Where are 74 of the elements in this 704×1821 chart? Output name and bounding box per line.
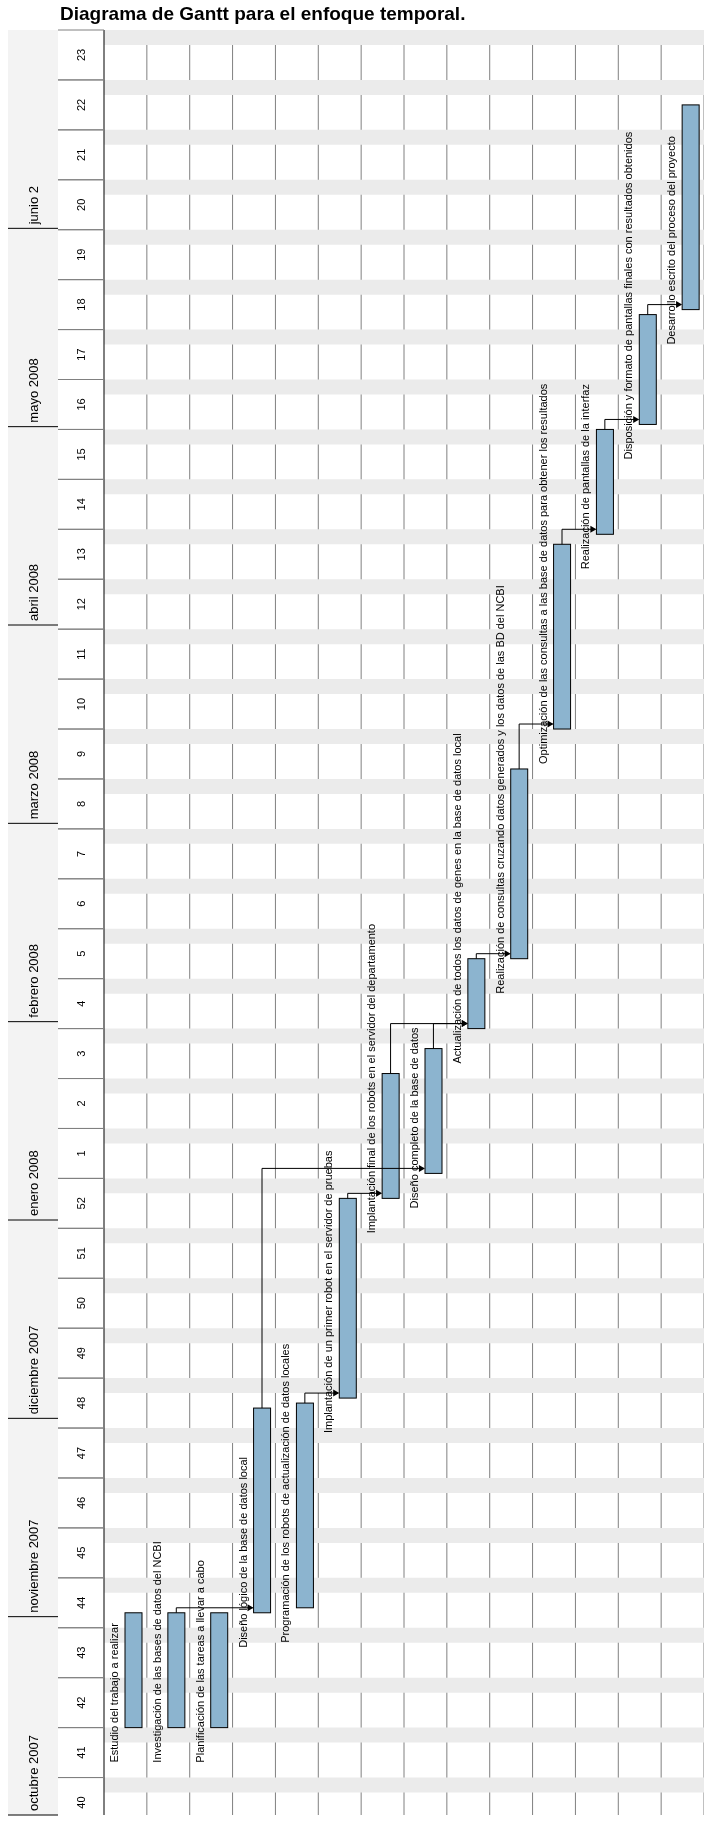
y-tick-label: 41: [75, 1746, 87, 1759]
y2-tick-label: 20: [75, 198, 87, 211]
x-tick-label: Realización de pantallas de la interfaz: [579, 384, 592, 570]
y-tick-label: 51: [75, 1247, 87, 1260]
y-tick-label: 43: [75, 1646, 87, 1659]
bar: [510, 768, 529, 960]
text: junio 2: [26, 186, 41, 226]
y2-tick-label: 8: [75, 800, 87, 807]
x-tick-label: Optimización de las consultas a las base de datos para obtener los resultados: [536, 383, 549, 765]
y-tick-label: 40: [75, 1796, 87, 1809]
bar: [424, 1048, 443, 1174]
x-tick-label: Realización de consultas cruzando datos generados y los datos de las BD del NCBI: [493, 585, 506, 994]
text: diciembre 2007: [26, 1325, 41, 1415]
x-tick-label: Diseño lógico de la base de datos local: [236, 1456, 249, 1648]
y2-tick-label: 2: [75, 1100, 87, 1107]
y-tick-label: 44: [75, 1596, 87, 1609]
y-tick-label: 50: [75, 1297, 87, 1310]
x-tick-label: Investigación de las bases de datos del NCBI: [150, 1541, 163, 1763]
x-tick-label: Disposición y formato de pantallas finales con resultados obtenidos: [622, 131, 635, 460]
y-tick-label: 48: [75, 1396, 87, 1410]
y-tick-label: 42: [75, 1696, 87, 1709]
x-tick-label: Implantación de un primer robot en el servidor de pruebas: [322, 1150, 335, 1434]
y2-tick-label: 12: [75, 598, 87, 611]
bar: [553, 543, 572, 730]
y2-tick-label: 22: [75, 98, 87, 112]
y2-tick-label: 3: [75, 1050, 87, 1057]
bar: [638, 314, 657, 425]
bar: [338, 1197, 357, 1399]
bar: [595, 428, 614, 535]
y2-tick-label: 18: [75, 298, 87, 311]
y2-tick-label: 13: [75, 548, 87, 561]
text: mayo 2008: [26, 358, 41, 423]
bar: [253, 1407, 272, 1614]
y-tick-label: 49: [75, 1347, 87, 1360]
y2-tick-label: 15: [75, 448, 87, 461]
text: octubre 2007: [26, 1735, 41, 1811]
y2-tick-label: 6: [75, 900, 87, 907]
y2-tick-label: 1: [75, 1150, 87, 1157]
x-tick-label: Implantación final de los robots en el servidor del departamento: [365, 923, 378, 1234]
text: febrero 2008: [26, 943, 41, 1018]
x-tick-label: Programación de los robots de actualización de datos locales: [279, 1343, 292, 1643]
x-tick-label: Diseño completo de la base de datos: [408, 1026, 420, 1209]
x-tick-label: Actualización de todos los datos de genes en la base de datos local: [450, 733, 463, 1064]
x-tick-label: Planificación de las tareas a llevar a cabo: [193, 1560, 206, 1763]
bar: [167, 1612, 186, 1729]
bar: [295, 1402, 314, 1609]
y2-tick-label: 10: [75, 697, 87, 711]
chart-title: Diagrama de Gantt para el enfoque temporal.: [59, 2, 467, 26]
y-tick-label: 52: [75, 1197, 87, 1210]
text: abril 2008: [26, 563, 41, 621]
y-tick-label: 46: [75, 1496, 87, 1510]
y2-tick-label: 21: [75, 148, 87, 161]
bar: [381, 1073, 400, 1199]
y-tick-label: 45: [75, 1546, 87, 1559]
y2-tick-label: 11: [75, 648, 87, 660]
y2-tick-label: 4: [75, 1000, 87, 1007]
bar: [467, 958, 486, 1030]
y2-tick-label: 19: [75, 248, 87, 261]
text: noviembre 2007: [26, 1519, 41, 1613]
y2-tick-label: 14: [75, 498, 87, 511]
text: enero 2008: [26, 1150, 41, 1216]
y2-tick-label: 23: [75, 48, 87, 62]
y2-tick-label: 5: [75, 950, 87, 957]
bar: [681, 104, 700, 311]
y2-tick-label: 9: [75, 750, 87, 758]
bar: [124, 1612, 143, 1729]
y2-tick-label: 7: [75, 850, 87, 857]
y-tick-label: 47: [75, 1446, 87, 1460]
y2-tick-label: 17: [75, 348, 87, 361]
bar: [210, 1612, 229, 1729]
text: marzo 2008: [26, 750, 41, 820]
x-tick-label: Estudio del trabajo a realizar: [108, 1622, 120, 1763]
y2-tick-label: 16: [75, 398, 87, 411]
x-tick-label: Desarrollo escrito del proceso del proyecto: [665, 136, 678, 345]
